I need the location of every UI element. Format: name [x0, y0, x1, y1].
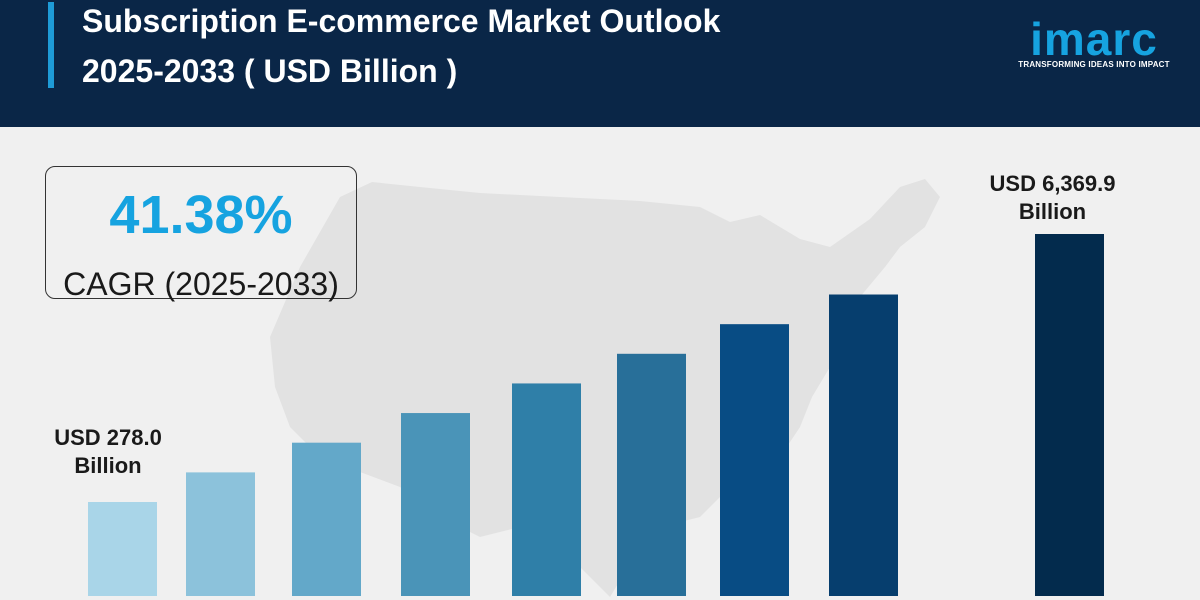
cagr-box: 41.38% CAGR (2025-2033): [45, 166, 357, 302]
bar-2027: [292, 442, 361, 596]
bar-2028: [401, 413, 470, 596]
first-callout-line-1: USD 278.0: [54, 425, 162, 450]
first-callout-line-2: Billion: [74, 453, 142, 478]
bar-2033: [1035, 234, 1104, 596]
bar-2029: [512, 383, 581, 596]
bar-2031: [720, 324, 789, 596]
title-accent-bar: [48, 2, 54, 88]
page-title-line-2: 2025-2033 ( USD Billion ): [82, 53, 458, 89]
first-bar-callout: USD 278.0 Billion: [38, 424, 178, 480]
imarc-logo: imarc: [1030, 13, 1158, 65]
logo-tagline: TRANSFORMING IDEAS INTO IMPACT: [1018, 60, 1170, 69]
cagr-label: CAGR (2025-2033): [63, 266, 339, 302]
last-bar-callout: USD 6,369.9 Billion: [975, 170, 1130, 226]
last-callout-line-2: Billion: [1018, 199, 1087, 224]
bar-2025: [88, 502, 157, 596]
page-title-line-1: Subscription E-commerce Market Outlook: [82, 3, 721, 39]
header-banner: Subscription E-commerce Market Outlook 2…: [0, 0, 1200, 127]
cagr-value: 41.38%: [109, 185, 293, 245]
last-callout-line-1: USD 6,369.9: [989, 171, 1116, 196]
bar-2032: [829, 294, 898, 596]
bar-2030: [617, 353, 686, 596]
bar-2026: [186, 472, 255, 596]
